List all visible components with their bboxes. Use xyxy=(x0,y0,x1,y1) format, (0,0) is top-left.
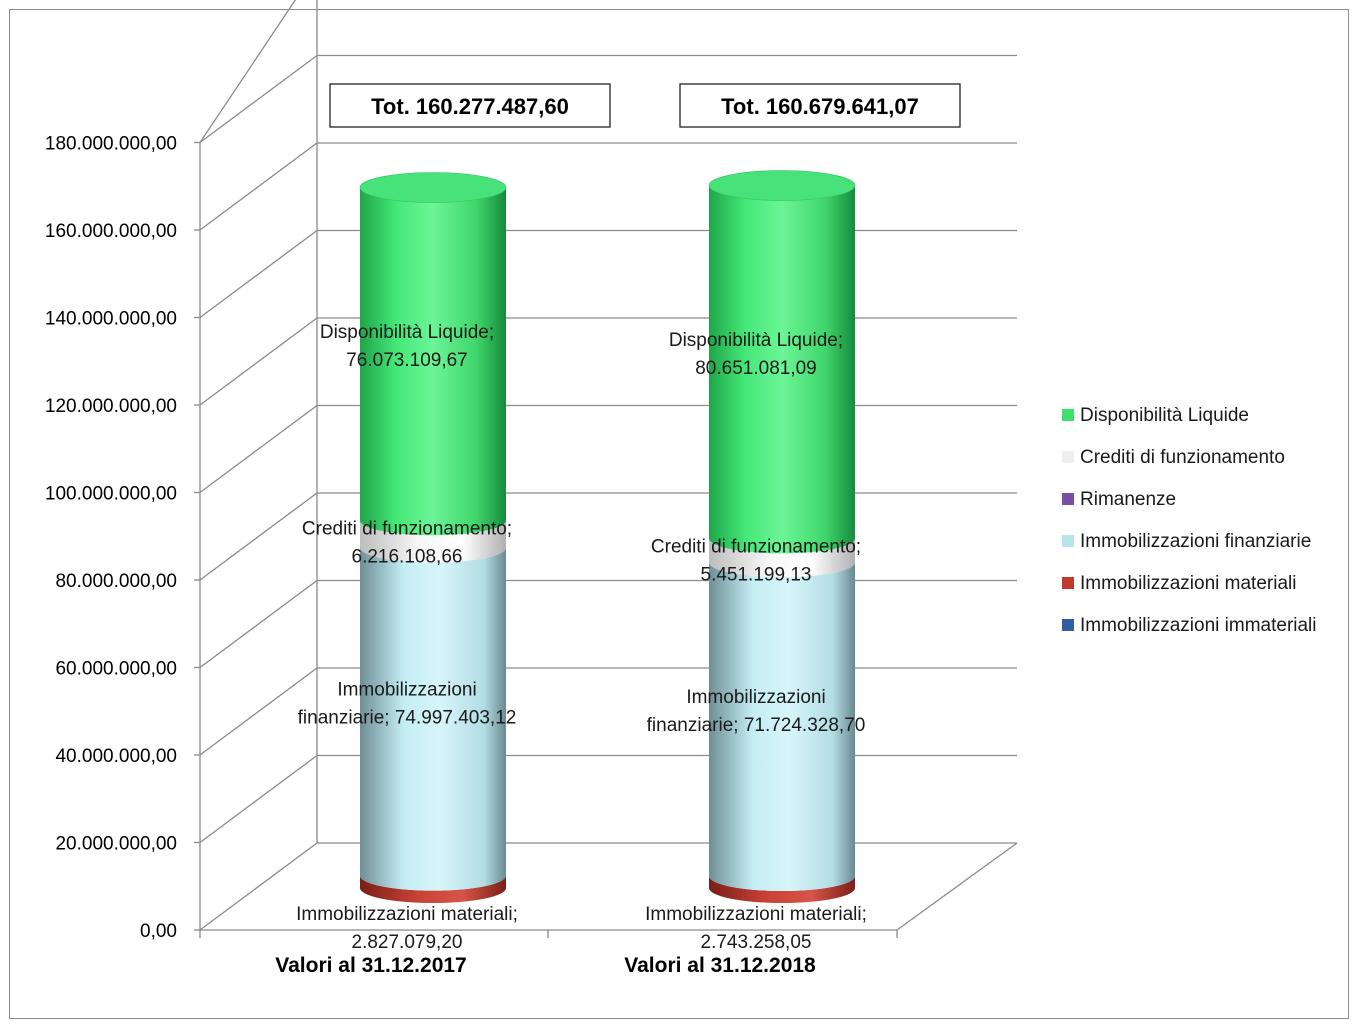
legend-label: Immobilizzazioni finanziarie xyxy=(1080,531,1311,552)
gridline-side xyxy=(199,754,318,844)
y-tick-label: 120.000.000,00 xyxy=(45,396,177,417)
legend-swatch xyxy=(1062,409,1074,421)
data-label: 2.743.258,05 xyxy=(701,932,812,953)
gridline-side xyxy=(199,404,318,494)
total-box xyxy=(329,83,611,128)
data-label: Immobilizzazioni materiali; xyxy=(645,904,867,925)
bar-segment-disponibilit-liquide xyxy=(360,187,506,536)
data-label: finanziarie; 74.997.403,12 xyxy=(298,708,517,729)
gridline-side xyxy=(199,317,318,406)
gridline-side xyxy=(199,492,318,581)
gridline-side xyxy=(199,142,318,231)
bar-segment-crediti-di-funzionamento xyxy=(360,520,506,563)
data-label: 5.451.199,13 xyxy=(701,564,812,585)
data-label: Crediti di funzionamento; xyxy=(302,518,512,539)
legend-label: Immobilizzazioni immateriali xyxy=(1080,615,1317,636)
gridline-side xyxy=(199,229,318,319)
data-label: Disponibilità Liquide; xyxy=(320,322,494,343)
data-label: 80.651.081,09 xyxy=(695,358,817,379)
legend-swatch xyxy=(1062,451,1074,463)
total-label: Tot. 160.277.487,60 xyxy=(371,94,569,119)
y-tick-label: 20.000.000,00 xyxy=(55,834,177,855)
x-category-label: Valori al 31.12.2018 xyxy=(624,954,816,977)
legend-label: Disponibilità Liquide xyxy=(1080,405,1249,426)
bar-segment-immobilizzazioni-finanziarie xyxy=(709,562,855,891)
y-tick-label: 180.000.000,00 xyxy=(45,134,177,155)
x-category-label: Valori al 31.12.2017 xyxy=(275,954,466,977)
data-label: Immobilizzazioni xyxy=(686,687,825,708)
bar-segment-immobilizzazioni-materiali xyxy=(360,875,506,903)
data-label: Disponibilità Liquide; xyxy=(669,330,843,351)
legend-label: Immobilizzazioni materiali xyxy=(1080,573,1296,594)
legend-swatch xyxy=(1062,619,1074,631)
y-tick-label: 140.000.000,00 xyxy=(45,309,177,330)
data-label: 6.216.108,66 xyxy=(352,546,463,567)
gridline-side xyxy=(199,579,318,669)
y-tick-label: 0,00 xyxy=(140,921,177,942)
data-label: finanziarie; 71.724.328,70 xyxy=(647,715,866,736)
total-box xyxy=(679,83,961,128)
y-tick-label: 60.000.000,00 xyxy=(55,659,177,680)
data-label: 76.073.109,67 xyxy=(346,350,468,371)
bar-segment-disponibilit-liquide xyxy=(709,185,855,554)
gridline-side xyxy=(199,667,318,756)
legend-swatch xyxy=(1062,493,1074,505)
legend-swatch xyxy=(1062,577,1074,589)
chart-frame xyxy=(9,9,1349,1019)
bar-top-cap xyxy=(708,170,856,201)
gridline-side xyxy=(199,842,318,931)
gridline-side xyxy=(199,54,318,144)
y-tick-label: 160.000.000,00 xyxy=(45,221,177,242)
total-label: Tot. 160.679.641,07 xyxy=(721,94,919,119)
bar-segment-immobilizzazioni-finanziarie xyxy=(360,547,506,891)
bar-segment-crediti-di-funzionamento xyxy=(709,538,855,578)
data-label: Immobilizzazioni materiali; xyxy=(296,904,518,925)
bar-top-cap xyxy=(359,172,507,203)
y-tick-label: 40.000.000,00 xyxy=(55,746,177,767)
gridline-side-top xyxy=(199,0,297,143)
data-label: Crediti di funzionamento; xyxy=(651,536,861,557)
data-label: Immobilizzazioni xyxy=(337,680,476,701)
data-label: 2.827.079,20 xyxy=(352,932,463,953)
y-tick-label: 100.000.000,00 xyxy=(45,484,177,505)
bar-segment-immobilizzazioni-materiali xyxy=(709,875,855,903)
y-tick-label: 80.000.000,00 xyxy=(55,571,177,592)
floor-right-edge xyxy=(896,842,1018,931)
legend-swatch xyxy=(1062,535,1074,547)
legend-label: Rimanenze xyxy=(1080,489,1176,510)
legend-label: Crediti di funzionamento xyxy=(1080,447,1285,468)
